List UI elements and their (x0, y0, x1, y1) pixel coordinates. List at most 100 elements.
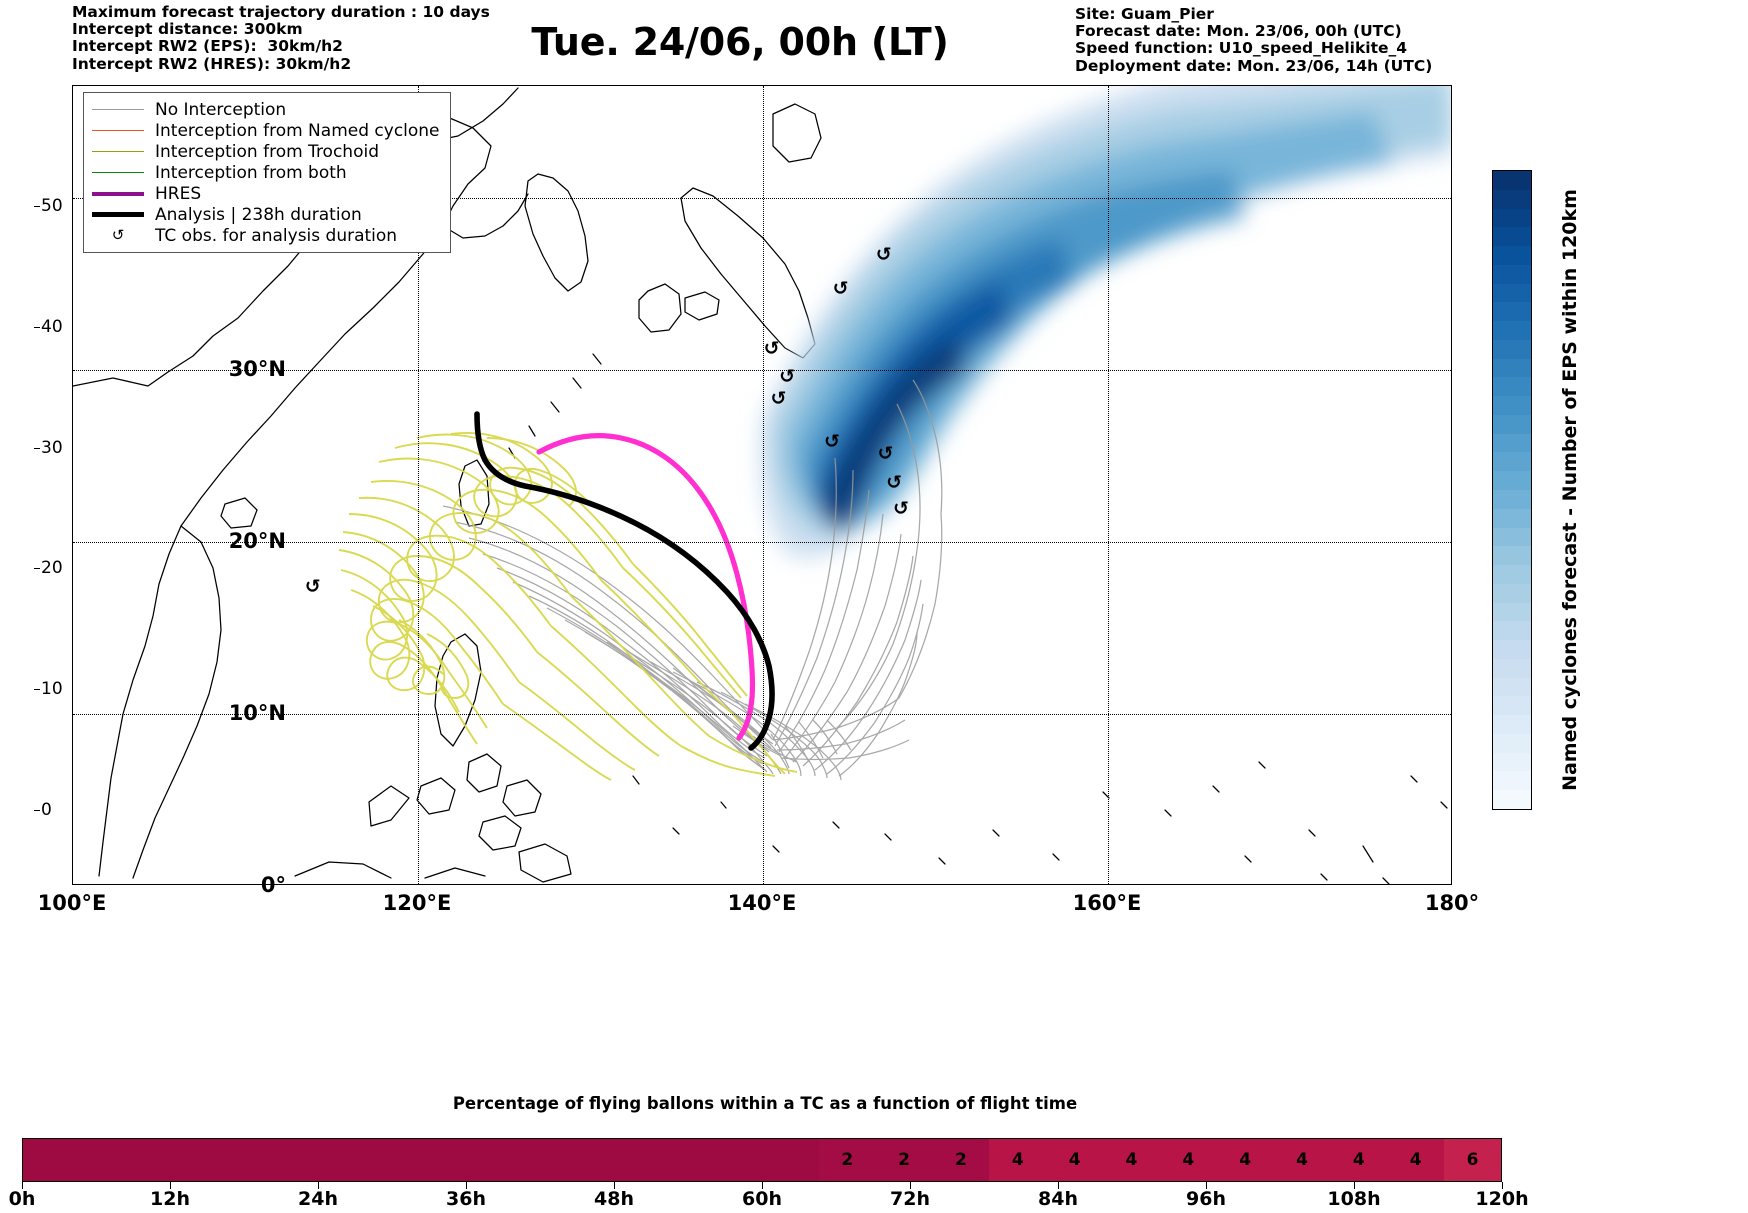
percentage-bar-cell (477, 1139, 535, 1181)
legend-color-swatch (92, 130, 144, 131)
legend-color-swatch (92, 172, 144, 173)
percentage-bar-cell: 4 (1046, 1139, 1104, 1181)
percentage-bar-tickmark (762, 1182, 763, 1189)
legend-item: Interception from Trochoid (92, 141, 440, 162)
map-x-tick-label: 100°E (37, 891, 107, 915)
gridline-160e (1108, 86, 1109, 884)
percentage-bar-cell: 4 (1273, 1139, 1331, 1181)
legend-item-label: HRES (155, 183, 202, 204)
percentage-bar-cell (136, 1139, 194, 1181)
gridline-120e (418, 86, 419, 884)
gridline-30n (73, 370, 1451, 371)
percentage-bar-cell: 4 (1159, 1139, 1217, 1181)
eps-colorbar-tick-label: 10 (34, 679, 63, 700)
legend-item-label: Interception from Named cyclone (155, 120, 440, 141)
eps-density-plume (760, 86, 1451, 559)
page-title: Tue. 24/06, 00h (LT) (531, 20, 949, 64)
legend-color-swatch (92, 151, 144, 152)
percentage-bar-cell: 2 (932, 1139, 990, 1181)
percentage-bar-cell: 2 (818, 1139, 876, 1181)
map-x-tick-label: 160°E (1072, 891, 1142, 915)
percentage-bar-tick-label: 108h (1327, 1188, 1381, 1210)
percentage-bar-tickmark (170, 1182, 171, 1189)
eps-colorbar-title: Named cyclones forecast - Number of EPS … (1556, 170, 1584, 810)
percentage-bar-tick-label: 24h (298, 1188, 338, 1210)
analysis-trajectory (474, 411, 775, 751)
percentage-bar-cell: 6 (1444, 1139, 1501, 1181)
percentage-bar-cell (250, 1139, 308, 1181)
eps-colorbar-gradient (1492, 170, 1532, 810)
percentage-bar-tickmark (318, 1182, 319, 1189)
percentage-bar-cell (761, 1139, 819, 1181)
header-right-info: Site: Guam_Pier Forecast date: Mon. 23/0… (1075, 5, 1433, 75)
percentage-bar-cell: 4 (1330, 1139, 1388, 1181)
legend-color-swatch (92, 109, 144, 110)
legend-color-swatch (92, 212, 144, 217)
percentage-bar-cell (79, 1139, 137, 1181)
map-y-tick-label: 20°N (228, 528, 286, 553)
percentage-bar-tick-label: 60h (742, 1188, 782, 1210)
eps-colorbar-tick-label: 40 (34, 316, 63, 337)
map-x-tick-label: 140°E (727, 891, 797, 915)
percentage-bar-cell: 2 (875, 1139, 933, 1181)
map-plot-area: ↺ ↺ ↺ ↺ ↺ ↺ ↺ ↺ ↺ ↺ No Interception Interception f… (72, 85, 1452, 885)
percentage-bar-tickmark (614, 1182, 615, 1189)
map-y-tick-label: 0° (260, 873, 286, 897)
header-left-info: Maximum forecast trajectory duration : 1… (72, 3, 490, 73)
map-y-tick-label: 30°N (228, 356, 286, 381)
legend-item: Analysis | 238h duration (92, 204, 440, 225)
legend-item-label: TC obs. for analysis duration (155, 225, 398, 246)
legend-item: HRES (92, 183, 440, 204)
percentage-bar-tick-label: 96h (1186, 1188, 1226, 1210)
legend-item-label: Interception from both (155, 162, 347, 183)
percentage-bar-cell (364, 1139, 421, 1181)
percentage-bar-tick-label: 84h (1038, 1188, 1078, 1210)
legend-color-swatch (92, 191, 144, 196)
eps-colorbar-tick-label: 20 (34, 558, 63, 579)
legend-item: No Interception (92, 99, 440, 120)
percentage-bar-tickmark (466, 1182, 467, 1189)
percentage-bar-tick-label: 48h (594, 1188, 634, 1210)
eps-colorbar-tick-label: 30 (34, 437, 63, 458)
tc-observation-icon: ↺ (763, 337, 780, 360)
tc-observation-icon: ↺ (111, 226, 125, 244)
gridline-40n (73, 198, 1451, 199)
percentage-bar-cell (193, 1139, 251, 1181)
tc-observation-icon: ↺ (875, 243, 892, 266)
percentage-bar-tickmark (1206, 1182, 1207, 1189)
legend-item-label: Interception from Trochoid (155, 141, 379, 162)
tc-observation-icon: ↺ (886, 471, 903, 494)
legend-item-label: Analysis | 238h duration (155, 204, 362, 225)
legend-item-label: No Interception (155, 99, 287, 120)
tc-observation-icon: ↺ (304, 575, 321, 598)
eps-colorbar-tick-label: 50 (34, 196, 63, 217)
percentage-bar-tickmark (910, 1182, 911, 1189)
percentage-bar-cell: 4 (989, 1139, 1047, 1181)
tc-observation-icon: ↺ (877, 442, 894, 465)
percentage-bar-cell (307, 1139, 365, 1181)
percentage-bar-tick-label: 12h (150, 1188, 190, 1210)
percentage-bar-cell (534, 1139, 592, 1181)
legend-item: Interception from Named cyclone (92, 120, 440, 141)
percentage-bar-tick-label: 72h (890, 1188, 930, 1210)
tc-observation-icon: ↺ (893, 497, 909, 520)
percentage-bar-tickmark (1502, 1182, 1503, 1189)
tc-observation-icon: ↺ (779, 365, 796, 388)
gridline-10n (73, 714, 1451, 715)
gridline-20n (73, 542, 1451, 543)
percentage-bar-cell: 4 (1103, 1139, 1160, 1181)
eps-colorbar-tick-label: 0 (34, 800, 52, 820)
percentage-bar-cell (705, 1139, 762, 1181)
percentage-bar-cell (591, 1139, 649, 1181)
percentage-bar-tickmark (22, 1182, 23, 1189)
tc-observation-icon: ↺ (770, 387, 787, 410)
eps-colorbar-title-text: Named cyclones forecast - Number of EPS … (1559, 189, 1582, 791)
map-x-tick-label: 180° (1424, 891, 1480, 915)
percentage-bar-cell: 4 (1387, 1139, 1445, 1181)
percentage-bar-tickmark (1058, 1182, 1059, 1189)
percentage-bar-tickmark (1354, 1182, 1355, 1189)
map-y-tick-label: 10°N (228, 700, 286, 725)
hres-trajectory (536, 433, 756, 741)
percentage-bar-tick-label: 120h (1475, 1188, 1529, 1210)
